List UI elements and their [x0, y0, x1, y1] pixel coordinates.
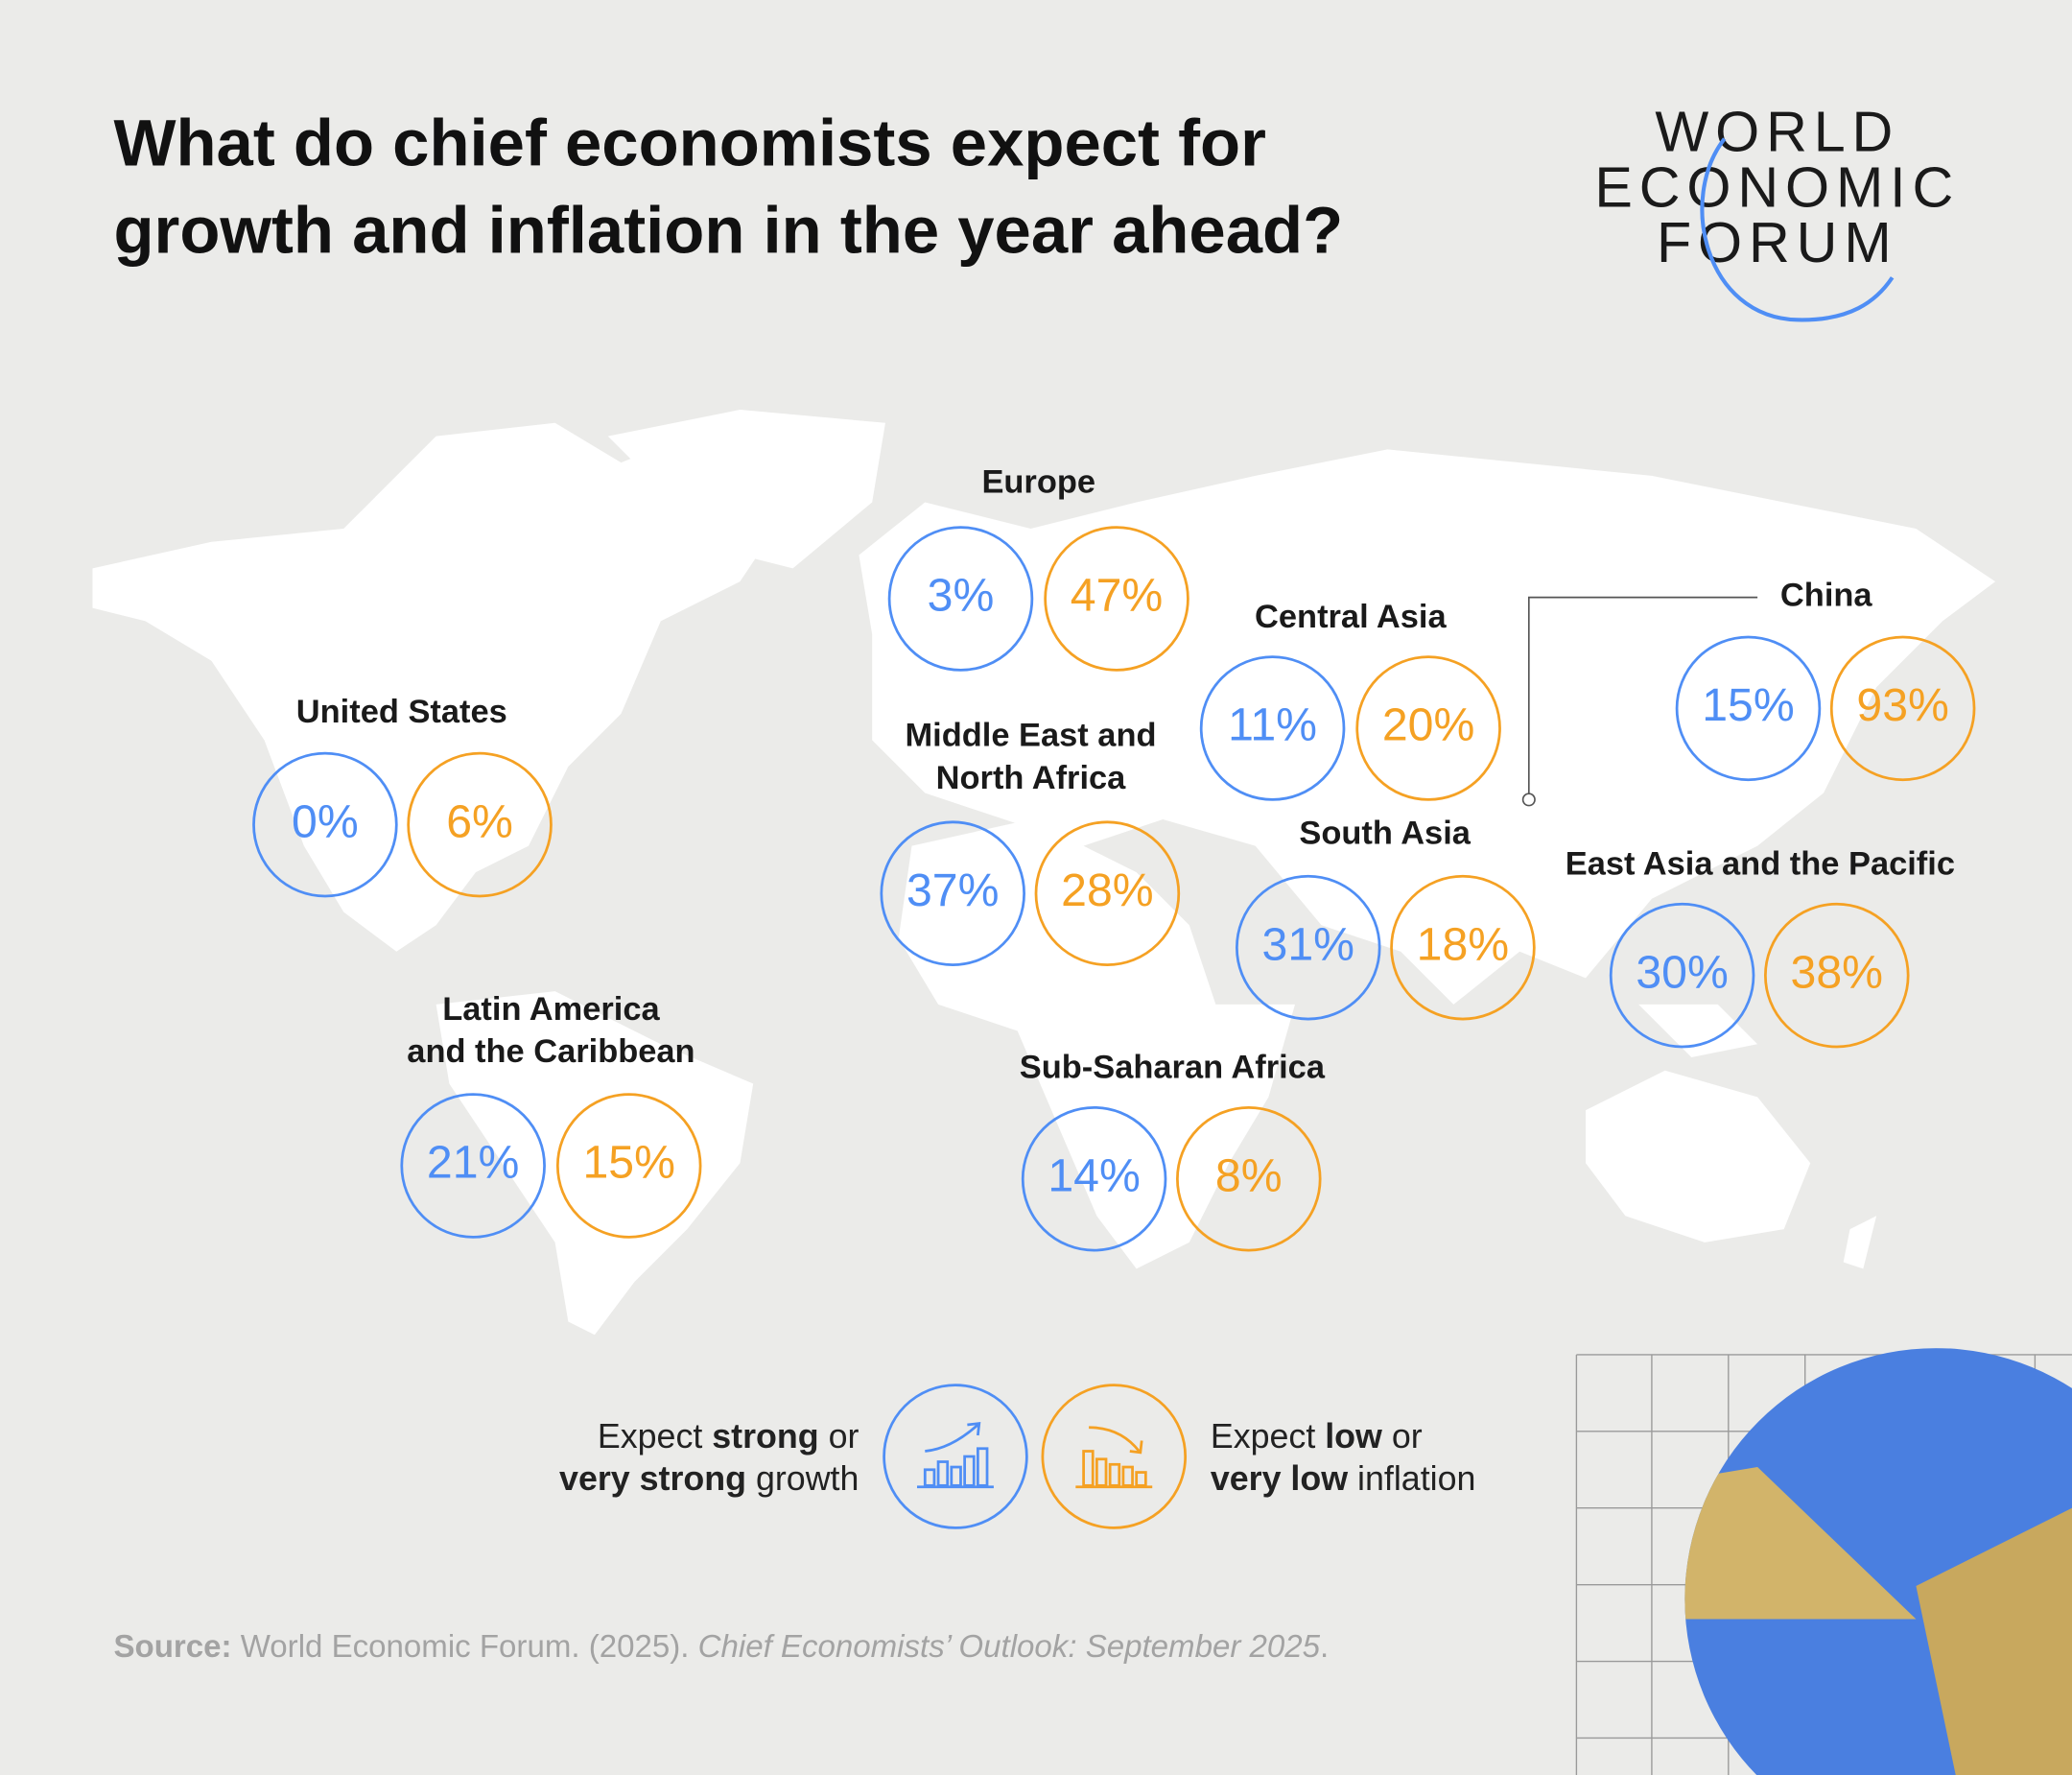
leader-line — [1527, 596, 1758, 793]
growth-circle — [1609, 902, 1755, 1049]
growth-value: 37% — [906, 864, 999, 916]
region-label: Europe — [981, 463, 1095, 500]
legend-text: very strong growth — [559, 1460, 859, 1499]
region-label: Middle East and — [905, 718, 1156, 754]
logo: WORLD ECONOMIC FORUM — [1594, 100, 1960, 322]
decoration — [1575, 1348, 2072, 1775]
legend-text-part: growth — [746, 1460, 859, 1499]
world-map — [92, 410, 1996, 1336]
legend-inflation-circle — [1041, 1384, 1188, 1529]
inflation-circle — [1764, 902, 1910, 1049]
source-part: Chief Economists’ Outlook: September 202… — [698, 1628, 1321, 1664]
legend-text-part: very low — [1211, 1460, 1348, 1499]
growth-circle — [1675, 635, 1822, 782]
inflation-circle — [1034, 820, 1181, 966]
source-part: . — [1320, 1628, 1329, 1664]
region-label: North Africa — [936, 760, 1126, 796]
growth-value: 31% — [1262, 918, 1354, 970]
legend-text-part: Expect — [1211, 1418, 1325, 1456]
region-label: China — [1780, 578, 1872, 614]
inflation-value: 6% — [446, 795, 513, 847]
legend-text-part: or — [1382, 1418, 1423, 1456]
australia — [1586, 1070, 1811, 1242]
growth-circle — [887, 526, 1034, 672]
inflation-value: 18% — [1417, 918, 1509, 970]
inflation-value: 28% — [1061, 864, 1153, 916]
legend-text-part: low — [1325, 1418, 1382, 1456]
legend-text: Expect strong or — [598, 1418, 859, 1456]
legend-text-part: inflation — [1348, 1460, 1475, 1499]
inflation-value: 93% — [1856, 679, 1948, 731]
growth-circle — [1199, 655, 1346, 801]
legend-text-part: very strong — [559, 1460, 746, 1499]
region-label: Latin America — [442, 991, 660, 1028]
inflation-circle — [1829, 635, 1976, 782]
inflation-value: 15% — [582, 1137, 674, 1189]
source: Source: World Economic Forum. (2025). Ch… — [113, 1628, 1329, 1664]
inflation-value: 20% — [1382, 699, 1474, 751]
inflation-value: 38% — [1791, 946, 1883, 998]
leader-dot — [1521, 793, 1536, 807]
growth-value: 21% — [427, 1137, 519, 1189]
region-label: United States — [296, 694, 507, 730]
africa — [898, 819, 1295, 1269]
inflation-circle — [1044, 526, 1189, 672]
region-label: Central Asia — [1255, 599, 1447, 635]
region-label: Sub-Saharan Africa — [1020, 1050, 1326, 1086]
inflation-icon — [1075, 1426, 1153, 1489]
islands — [1638, 1004, 1877, 1269]
inflation-value: 47% — [1071, 570, 1163, 622]
growth-value: 0% — [292, 795, 359, 847]
growth-icon — [917, 1422, 994, 1489]
growth-value: 3% — [928, 570, 995, 622]
logo-arc — [1700, 137, 1895, 322]
legend-growth-circle — [883, 1384, 1028, 1529]
logo-line: WORLD — [1655, 100, 1899, 164]
logo-line: FORUM — [1657, 210, 1898, 274]
inflation-circle — [1390, 874, 1536, 1021]
source-part: Source: — [113, 1628, 231, 1664]
growth-circle — [880, 820, 1025, 966]
inflation-circle — [1176, 1105, 1322, 1252]
south-america — [436, 991, 754, 1336]
inflation-circle — [1355, 655, 1501, 801]
legend-text: very low inflation — [1211, 1460, 1476, 1499]
growth-circle — [1021, 1105, 1167, 1252]
legend-text-part: strong — [712, 1418, 818, 1456]
photo-circle — [1684, 1348, 2072, 1775]
growth-circle — [252, 751, 398, 898]
growth-circle — [1236, 874, 1381, 1021]
source-part: World Economic Forum. (2025). — [232, 1628, 698, 1664]
regions: Europe 3% 47% Central Asia 11% 20% China 15% 93%… — [252, 463, 1976, 1252]
legend-text-part: or — [819, 1418, 859, 1456]
region-label: East Asia and the Pacific — [1566, 845, 1955, 882]
region-label: South Asia — [1299, 816, 1471, 852]
growth-value: 11% — [1228, 699, 1317, 751]
north-america — [92, 422, 793, 952]
title-line: What do chief economists expect for — [113, 106, 1265, 179]
region-label: and the Caribbean — [407, 1033, 695, 1070]
inflation-circle — [555, 1093, 702, 1239]
growth-circle — [400, 1093, 546, 1239]
growth-value: 30% — [1636, 946, 1728, 998]
inflation-value: 8% — [1215, 1149, 1283, 1201]
title-line: growth and inflation in the year ahead? — [113, 193, 1343, 267]
greenland — [607, 410, 885, 569]
growth-value: 15% — [1702, 679, 1794, 731]
legend-text-part: Expect — [598, 1418, 712, 1456]
logo-line: ECONOMIC — [1594, 154, 1960, 219]
inflation-circle — [407, 751, 553, 898]
legend: Expect strong or very strong growth Expe… — [559, 1384, 1476, 1529]
legend-text: Expect low or — [1211, 1418, 1423, 1456]
growth-value: 14% — [1048, 1149, 1140, 1201]
eurasia — [859, 449, 1996, 1005]
